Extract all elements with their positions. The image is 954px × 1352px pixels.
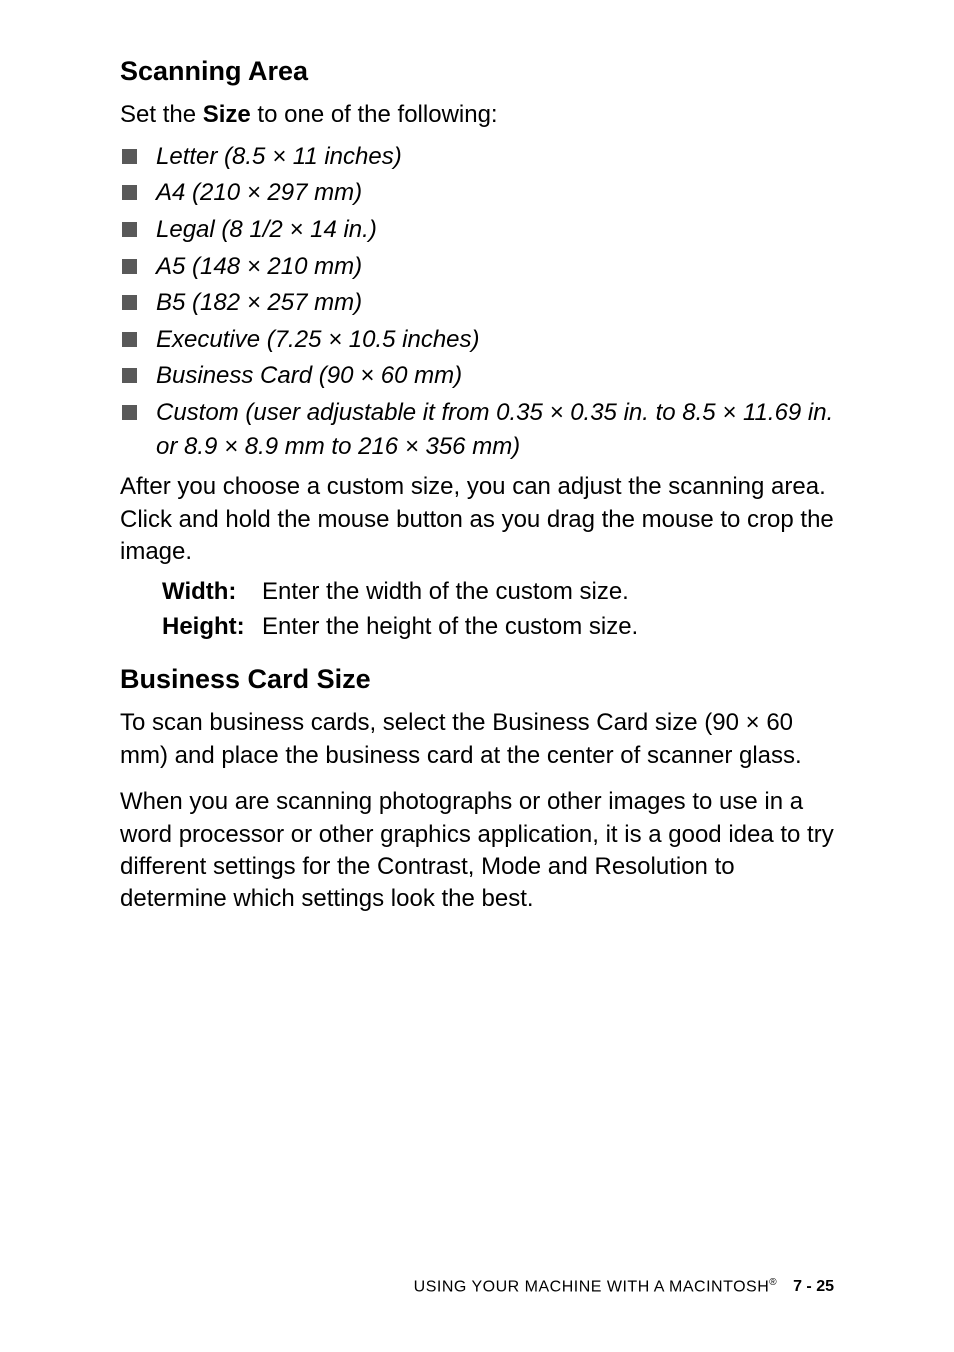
- width-label: Width:: [162, 576, 262, 608]
- list-item: Legal (8 1/2 × 14 in.): [120, 213, 834, 247]
- bullet-icon: [122, 368, 137, 383]
- height-label: Height:: [162, 611, 262, 643]
- list-item-text: Letter (8.5 × 11 inches): [156, 143, 402, 170]
- bullet-icon: [122, 332, 137, 347]
- intro-size-bold: Size: [203, 101, 251, 128]
- list-item: A5 (148 × 210 mm): [120, 250, 834, 284]
- list-item: A4 (210 × 297 mm): [120, 176, 834, 210]
- width-height-block: Width: Enter the width of the custom siz…: [162, 576, 834, 643]
- list-item: B5 (182 × 257 mm): [120, 286, 834, 320]
- list-item-text: Legal (8 1/2 × 14 in.): [156, 216, 377, 243]
- list-item-text: A5 (148 × 210 mm): [156, 253, 362, 280]
- heading-business-card: Business Card Size: [120, 663, 834, 695]
- bullet-icon: [122, 222, 137, 237]
- intro-rest: to one of the following:: [251, 101, 498, 128]
- list-item-text: Executive (7.25 × 10.5 inches): [156, 326, 480, 353]
- intro-set-the: Set the: [120, 101, 203, 128]
- list-item: Executive (7.25 × 10.5 inches): [120, 323, 834, 357]
- intro-line: Set the Size to one of the following:: [120, 99, 834, 131]
- bullet-icon: [122, 185, 137, 200]
- footer-title: USING YOUR MACHINE WITH A MACINTOSH: [414, 1278, 770, 1295]
- bullet-icon: [122, 149, 137, 164]
- business-card-p1: To scan business cards, select the Busin…: [120, 707, 834, 772]
- width-value: Enter the width of the custom size.: [262, 576, 629, 608]
- footer-page-number: 7 - 25: [793, 1278, 834, 1295]
- bullet-icon: [122, 405, 137, 420]
- heading-scanning-area: Scanning Area: [120, 55, 834, 87]
- page: Scanning Area Set the Size to one of the…: [0, 0, 954, 1352]
- list-item: Custom (user adjustable it from 0.35 × 0…: [120, 396, 834, 463]
- business-card-p2: When you are scanning photographs or oth…: [120, 786, 834, 916]
- bullet-icon: [122, 259, 137, 274]
- width-row: Width: Enter the width of the custom siz…: [162, 576, 834, 608]
- page-footer: USING YOUR MACHINE WITH A MACINTOSH® 7 -…: [414, 1277, 834, 1296]
- size-list: Letter (8.5 × 11 inches) A4 (210 × 297 m…: [120, 140, 834, 463]
- spacer: [120, 645, 834, 663]
- after-custom-text: After you choose a custom size, you can …: [120, 471, 834, 568]
- list-item-text: Business Card (90 × 60 mm): [156, 362, 462, 389]
- registered-icon: ®: [769, 1277, 776, 1288]
- list-item-text: A4 (210 × 297 mm): [156, 179, 362, 206]
- list-item: Business Card (90 × 60 mm): [120, 359, 834, 393]
- height-value: Enter the height of the custom size.: [262, 611, 638, 643]
- list-item-text: Custom (user adjustable it from 0.35 × 0…: [156, 399, 833, 460]
- list-item: Letter (8.5 × 11 inches): [120, 140, 834, 174]
- bullet-icon: [122, 295, 137, 310]
- list-item-text: B5 (182 × 257 mm): [156, 289, 362, 316]
- height-row: Height: Enter the height of the custom s…: [162, 611, 834, 643]
